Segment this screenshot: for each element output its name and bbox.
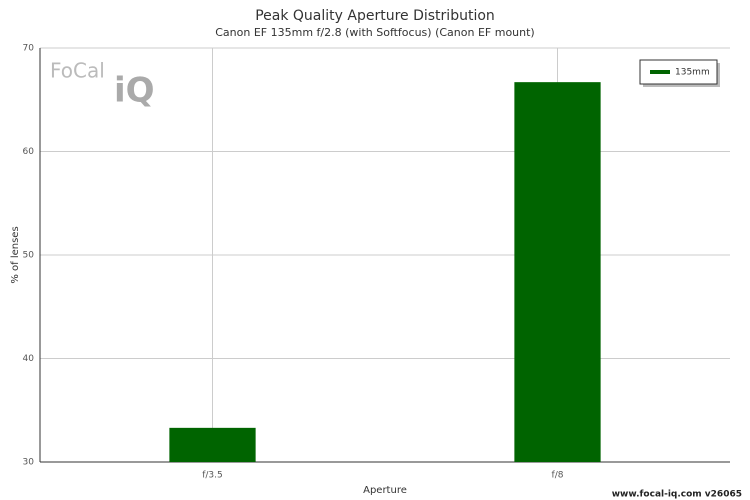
chart-subtitle: Canon EF 135mm f/2.8 (with Softfocus) (C… — [215, 26, 534, 39]
legend-label: 135mm — [675, 68, 710, 78]
y-axis-label: % of lenses — [10, 226, 21, 283]
logo-text: FoCal — [50, 59, 105, 83]
bar — [169, 427, 256, 462]
x-axis-label: Aperture — [363, 485, 407, 496]
y-tick-label: 40 — [23, 354, 35, 364]
chart-title: Peak Quality Aperture Distribution — [255, 8, 495, 24]
bar — [514, 82, 601, 462]
y-tick-label: 30 — [23, 458, 35, 468]
footer: www.focal-iq.com v26065 — [612, 490, 742, 500]
y-tick-label: 50 — [23, 251, 35, 261]
y-tick-label: 70 — [23, 44, 35, 54]
x-tick-label: f/3.5 — [202, 471, 223, 481]
logo-text: iQ — [114, 71, 155, 111]
x-tick-label: f/8 — [552, 471, 564, 481]
y-tick-label: 60 — [23, 147, 35, 157]
